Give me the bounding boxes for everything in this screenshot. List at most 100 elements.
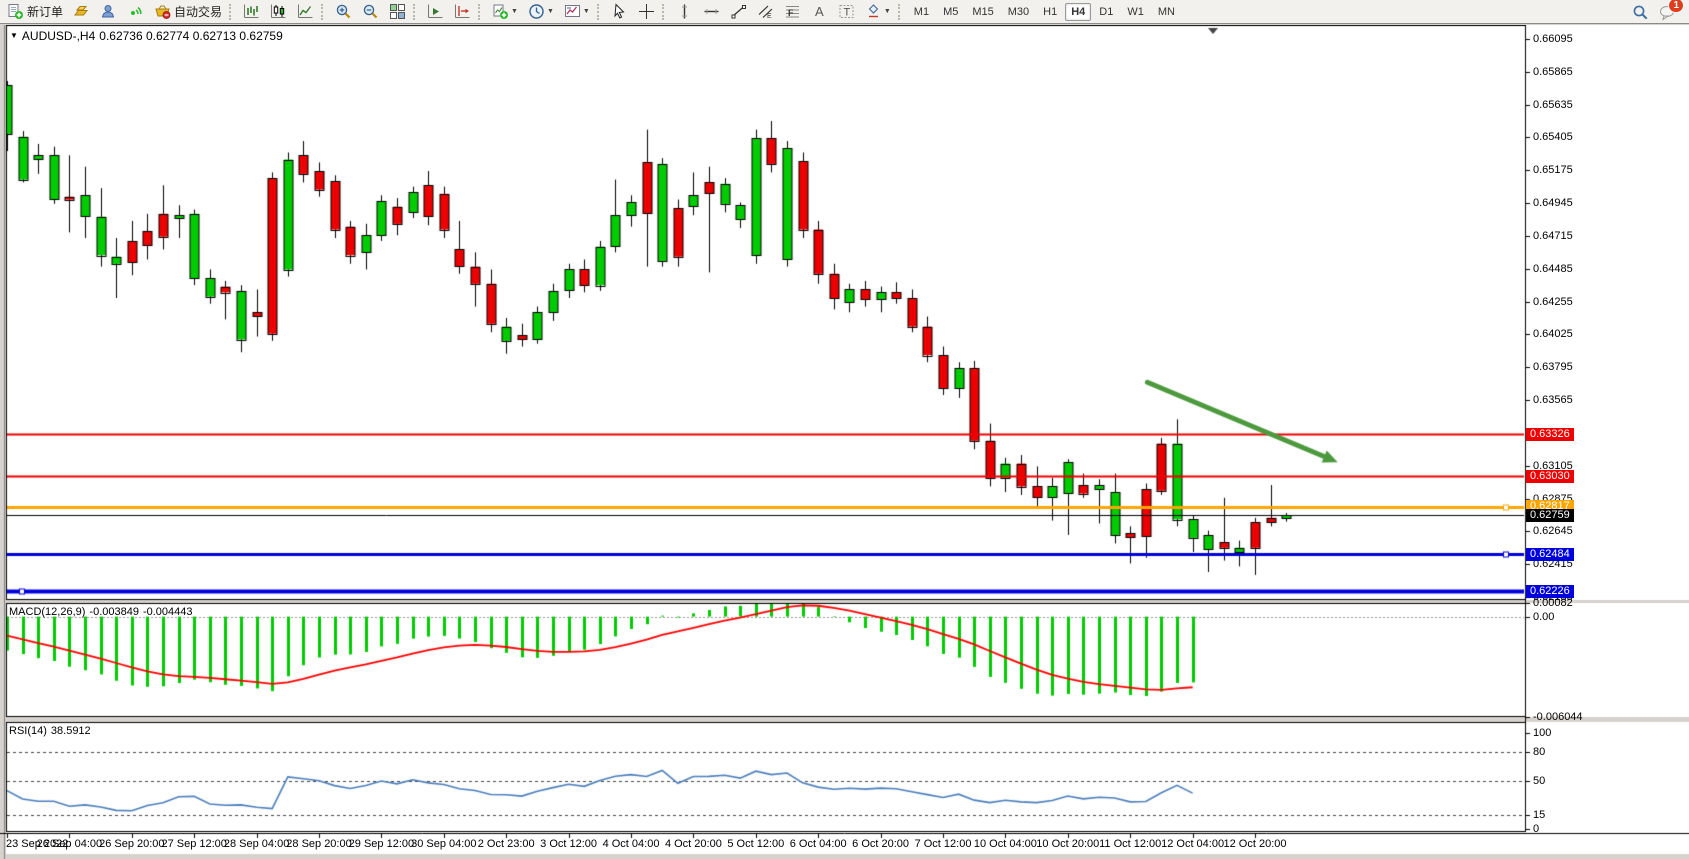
chevron-down-icon: ▼ (582, 8, 590, 15)
macd-name: MACD(12,26,9) (9, 606, 86, 618)
price-tick-label: 0.62415 (1533, 558, 1573, 571)
chevron-down-icon: ▼ (883, 8, 891, 15)
timeframe-button-H1[interactable]: H1 (1043, 5, 1058, 18)
text-button[interactable]: A (807, 1, 832, 23)
bar-chart-button[interactable] (239, 1, 264, 23)
market-watch-icon (73, 3, 90, 20)
price-tick-label: 0.63565 (1533, 394, 1573, 407)
timeframe-button-M1[interactable]: M1 (913, 5, 930, 18)
time-axis-label: 6 Oct 04:00 (789, 838, 847, 850)
price-tick-label: 0.64255 (1533, 295, 1573, 308)
time-axis-label: 6 Oct 20:00 (852, 838, 910, 850)
new-order-button[interactable]: 新订单 (3, 1, 67, 23)
rsi-value: 38.5912 (50, 725, 91, 737)
toolbar-separator (413, 3, 420, 20)
price-tick-label: 0.64485 (1533, 262, 1573, 275)
search-icon (1632, 4, 1649, 21)
horizontal-line-button[interactable] (699, 1, 724, 23)
vertical-line-button[interactable] (672, 1, 697, 23)
zoom-in-icon (335, 3, 352, 20)
timeframe-button-MN[interactable]: MN (1157, 5, 1175, 18)
time-axis-label: 12 Oct 20:00 (1223, 838, 1287, 850)
rsi-axis-label: 80 (1533, 746, 1546, 759)
price-tick-label: 0.65635 (1533, 98, 1573, 111)
timeframe-button-D1[interactable]: D1 (1099, 5, 1114, 18)
toolbar-separator (321, 3, 328, 20)
periods-icon (528, 3, 545, 20)
timeframe-button-H4[interactable]: H4 (1065, 2, 1092, 21)
price-tick-label: 0.64715 (1533, 229, 1573, 242)
cursor-icon (611, 3, 628, 20)
indicators-button[interactable]: ▼ (488, 1, 522, 23)
search-button[interactable] (1628, 1, 1653, 23)
equidistant-channel-icon: E (757, 3, 774, 20)
text-label-button[interactable]: T (834, 1, 859, 23)
line-chart-icon (297, 3, 314, 20)
autotrading-button-label: 自动交易 (174, 5, 223, 19)
periods-button[interactable]: ▼ (524, 1, 558, 23)
price-tick-label: 0.63795 (1533, 361, 1573, 374)
market-watch-button[interactable] (69, 1, 94, 23)
chart-title: ▼ AUDUSD-,H4 0.62736 0.62774 0.62713 0.627… (10, 29, 287, 43)
equidistant-channel-button[interactable]: E (753, 1, 778, 23)
rsi-name: RSI(14) (9, 725, 47, 737)
toolbar-right: 1 (1627, 0, 1684, 23)
timeframe-button-M30[interactable]: M30 (1007, 5, 1030, 18)
macd-indicator-label: MACD(12,26,9) -0.003849 -0.004443 (9, 606, 197, 618)
fibonacci-icon: F (784, 3, 801, 20)
vertical-line-icon (676, 3, 693, 20)
templates-button[interactable]: ▼ (560, 1, 594, 23)
price-line-tag: 0.62484 (1526, 547, 1574, 561)
crosshair-icon (638, 3, 655, 20)
chart-ohlc-values: 0.62736 0.62774 0.62713 0.62759 (99, 29, 283, 43)
chart-canvas[interactable] (0, 25, 1689, 859)
price-tick-label: 0.65405 (1533, 131, 1573, 144)
chart-dropdown-icon[interactable]: ▼ (10, 31, 18, 40)
time-axis-label: 23 Sep 2022 (6, 838, 69, 850)
timeframe-button-M15[interactable]: M15 (972, 5, 994, 18)
price-tick-label: 0.64945 (1533, 197, 1573, 210)
rsi-axis-label: 0 (1533, 823, 1540, 835)
price-tick-label: 0.66095 (1533, 33, 1573, 45)
terminal-button[interactable] (123, 1, 148, 23)
candlestick-chart-button[interactable] (266, 1, 291, 23)
chevron-down-icon: ▼ (546, 8, 554, 15)
notifications-button[interactable]: 1 (1655, 0, 1684, 23)
navigator-button[interactable] (96, 1, 121, 23)
crosshair-button[interactable] (634, 1, 659, 23)
chart-shift-button[interactable] (450, 1, 475, 23)
toolbar-separator (661, 3, 669, 20)
macd-axis-label: 0.00082 (1533, 597, 1573, 609)
cursor-button[interactable] (607, 1, 632, 23)
time-axis-label: 4 Oct 04:00 (602, 838, 660, 850)
price-line-tag: 0.62226 (1526, 584, 1574, 598)
fibonacci-button[interactable]: F (780, 1, 805, 23)
time-axis-label: 28 Sep 20:00 (286, 838, 352, 850)
zoom-in-button[interactable] (331, 1, 356, 23)
line-chart-button[interactable] (293, 1, 318, 23)
time-axis-label: 2 Oct 23:00 (477, 838, 535, 850)
zoom-out-button[interactable] (358, 1, 383, 23)
auto-scroll-button[interactable] (423, 1, 448, 23)
trendline-button[interactable] (726, 1, 751, 23)
autotrading-button[interactable]: 自动交易 (150, 1, 226, 23)
auto-scroll-icon (427, 3, 444, 20)
price-line-tag: 0.62759 (1526, 508, 1574, 522)
svg-text:E: E (767, 13, 772, 20)
timeframe-button-W1[interactable]: W1 (1127, 5, 1144, 18)
arrows-button[interactable]: ▼ (861, 1, 895, 23)
rsi-indicator-label: RSI(14) 38.5912 (9, 725, 95, 737)
time-axis-label: 12 Oct 04:00 (1161, 838, 1225, 850)
toolbar-separator (596, 3, 604, 20)
timeframe-button-M5[interactable]: M5 (943, 5, 959, 18)
time-axis-label: 26 Sep 20:00 (99, 838, 165, 850)
templates-icon (564, 3, 581, 20)
macd-axis-label: -0.006044 (1533, 711, 1583, 723)
price-line-tag: 0.63030 (1526, 469, 1574, 483)
arrows-icon (865, 3, 882, 20)
price-line-tag: 0.63326 (1526, 427, 1574, 441)
macd-axis-label: 0.00 (1533, 610, 1555, 623)
terminal-icon (127, 3, 144, 20)
tile-windows-button[interactable] (385, 1, 410, 23)
chart-symbol-period: AUDUSD-,H4 (21, 29, 96, 43)
